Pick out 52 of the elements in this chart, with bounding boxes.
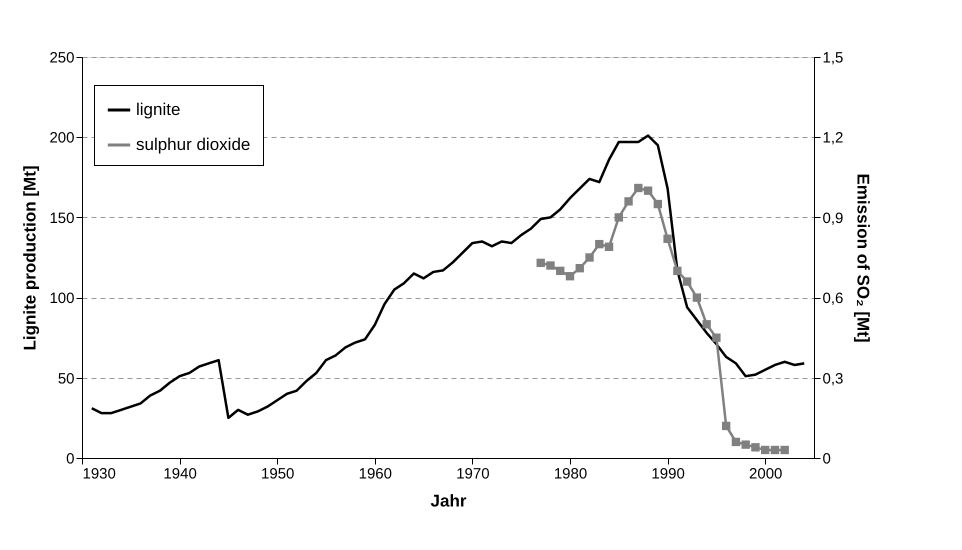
line-series bbox=[90, 134, 806, 420]
point bbox=[732, 438, 740, 446]
point bbox=[702, 320, 711, 329]
y-tick-label: 150 bbox=[49, 210, 74, 227]
y2-tick-label: 0,9 bbox=[822, 210, 844, 227]
y-tick-label: 250 bbox=[49, 50, 74, 66]
x-tick-label: 1950 bbox=[261, 466, 294, 482]
point bbox=[770, 446, 780, 454]
x-axis-title: Jahr bbox=[430, 492, 467, 510]
point bbox=[624, 197, 633, 206]
point bbox=[712, 334, 721, 342]
y2-tick-label: 0,6 bbox=[822, 290, 844, 308]
y2-axis-title: Emission of SO₂ [Mt] bbox=[853, 173, 872, 343]
x-tick-label: 2000 bbox=[749, 466, 782, 482]
x-tick-label: 1940 bbox=[163, 466, 197, 482]
point bbox=[722, 422, 730, 430]
legend-label: lignite bbox=[136, 100, 180, 119]
y2-tick-label: 1,2 bbox=[822, 130, 844, 147]
point bbox=[741, 440, 750, 449]
point bbox=[761, 446, 770, 454]
point bbox=[614, 213, 623, 222]
point bbox=[566, 272, 574, 280]
point bbox=[751, 443, 760, 452]
y2-tick-label: 1,5 bbox=[822, 50, 844, 66]
point bbox=[595, 240, 604, 248]
y2-tick-label: 0 bbox=[822, 450, 831, 468]
point bbox=[663, 234, 672, 243]
point bbox=[692, 293, 702, 302]
point bbox=[585, 253, 594, 262]
y-tick-label: 0 bbox=[66, 450, 74, 468]
y-tick-label: 50 bbox=[58, 370, 74, 388]
point bbox=[682, 277, 692, 286]
point bbox=[556, 266, 564, 276]
y-tick-label: 200 bbox=[49, 130, 74, 147]
point bbox=[780, 446, 789, 454]
x-tick-label: 1980 bbox=[554, 466, 588, 482]
x-tick-label: 1970 bbox=[456, 466, 490, 482]
point bbox=[654, 200, 662, 208]
x-tick-label: 1990 bbox=[651, 466, 685, 482]
point bbox=[576, 264, 584, 272]
x-tick-label: 1960 bbox=[358, 466, 392, 482]
point bbox=[546, 261, 555, 270]
point bbox=[673, 266, 682, 276]
point bbox=[604, 242, 614, 251]
point bbox=[536, 258, 545, 268]
y-tick-label: 100 bbox=[49, 290, 74, 308]
point bbox=[644, 186, 652, 195]
point bbox=[634, 184, 643, 192]
y2-tick-label: 0,3 bbox=[822, 370, 844, 388]
legend-label: sulphur dioxide bbox=[136, 135, 250, 154]
y-axis-title: Lignite production [Mt] bbox=[20, 165, 40, 351]
x-tick-label: 1930 bbox=[82, 466, 116, 482]
